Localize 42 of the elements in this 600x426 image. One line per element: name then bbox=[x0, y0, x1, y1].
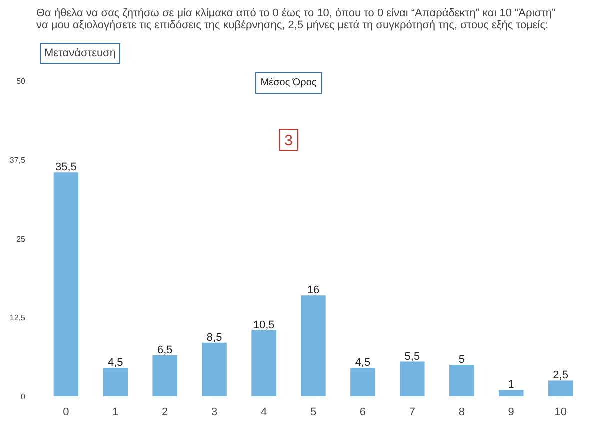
data-label: 6,5 bbox=[157, 344, 173, 356]
x-tick-label: 7 bbox=[409, 406, 416, 418]
data-label: 5 bbox=[458, 354, 465, 366]
data-label: 4,5 bbox=[355, 357, 371, 370]
bar bbox=[54, 172, 79, 396]
y-tick-label: 25 bbox=[16, 234, 26, 244]
x-tick-label: 1 bbox=[112, 406, 119, 418]
bar bbox=[103, 368, 128, 396]
annotation: 3 bbox=[284, 132, 293, 150]
y-tick-label: 12,5 bbox=[10, 314, 26, 323]
y-tick-label: 0 bbox=[21, 392, 26, 402]
data-label: 10,5 bbox=[253, 319, 275, 332]
data-label: 16 bbox=[307, 284, 320, 297]
x-tick-label: 6 bbox=[360, 406, 366, 418]
annotation: Μέσος Όρος bbox=[260, 78, 317, 89]
y-tick-label: 37,5 bbox=[10, 156, 26, 165]
bar bbox=[152, 356, 178, 396]
x-tick-label: 3 bbox=[212, 406, 218, 418]
y-tick-label: 50 bbox=[16, 77, 26, 86]
bar bbox=[400, 362, 425, 396]
bar bbox=[450, 364, 474, 396]
data-label: 4,5 bbox=[108, 357, 124, 370]
bar bbox=[202, 342, 227, 396]
x-tick-label: 10 bbox=[554, 406, 567, 418]
x-tick-label: 5 bbox=[310, 406, 317, 418]
data-label: 5,5 bbox=[404, 350, 420, 363]
bar bbox=[548, 380, 574, 396]
data-label: 35,5 bbox=[55, 162, 77, 174]
bar bbox=[350, 368, 376, 396]
data-label: 1 bbox=[508, 379, 514, 392]
data-label: 2,5 bbox=[553, 370, 568, 382]
x-tick-label: 0 bbox=[63, 406, 70, 418]
data-label: 8,5 bbox=[206, 332, 222, 344]
chart-subtitle: Μετανάστευση bbox=[44, 48, 116, 60]
x-tick-label: 9 bbox=[508, 406, 514, 418]
chart-title: Θα ήθελα να σας ζητήσω σε μία κλίμακα από το 0 έως το 10, όπου το 0 είναι “Απαράδεκτη” και 10 “Άριστη” να μου αξιολογήσετε τις επιδόσεις της κυβέρνησης, 2,5 μήνες μετά τη συγκρότησή της, στους εξής τομείς: bbox=[36, 8, 556, 32]
x-tick-label: 8 bbox=[458, 406, 465, 418]
x-tick-label: 2 bbox=[162, 406, 168, 418]
bar bbox=[498, 390, 524, 396]
bar bbox=[301, 296, 326, 396]
bar bbox=[252, 330, 276, 396]
x-tick-label: 4 bbox=[260, 406, 268, 418]
